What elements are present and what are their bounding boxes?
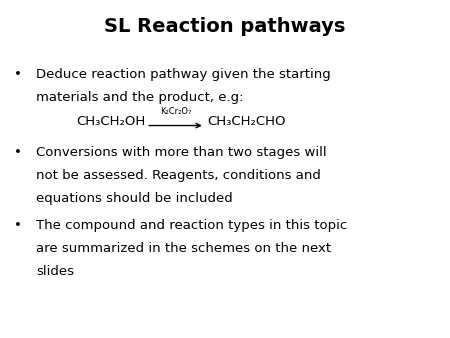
Text: The compound and reaction types in this topic: The compound and reaction types in this … (36, 219, 347, 232)
Text: •: • (14, 219, 22, 232)
Text: CH₃CH₂OH: CH₃CH₂OH (76, 115, 146, 128)
Text: not be assessed. Reagents, conditions and: not be assessed. Reagents, conditions an… (36, 169, 321, 182)
Text: Deduce reaction pathway given the starting: Deduce reaction pathway given the starti… (36, 68, 331, 80)
Text: materials and the product, e.g:: materials and the product, e.g: (36, 91, 243, 103)
Text: SL Reaction pathways: SL Reaction pathways (104, 17, 346, 36)
Text: CH₃CH₂CHO: CH₃CH₂CHO (207, 115, 285, 128)
Text: equations should be included: equations should be included (36, 192, 233, 205)
Text: Conversions with more than two stages will: Conversions with more than two stages wi… (36, 146, 327, 159)
Text: are summarized in the schemes on the next: are summarized in the schemes on the nex… (36, 242, 331, 255)
Text: •: • (14, 68, 22, 80)
Text: K₂Cr₂O₇: K₂Cr₂O₇ (160, 107, 191, 116)
Text: •: • (14, 146, 22, 159)
Text: slides: slides (36, 265, 74, 278)
